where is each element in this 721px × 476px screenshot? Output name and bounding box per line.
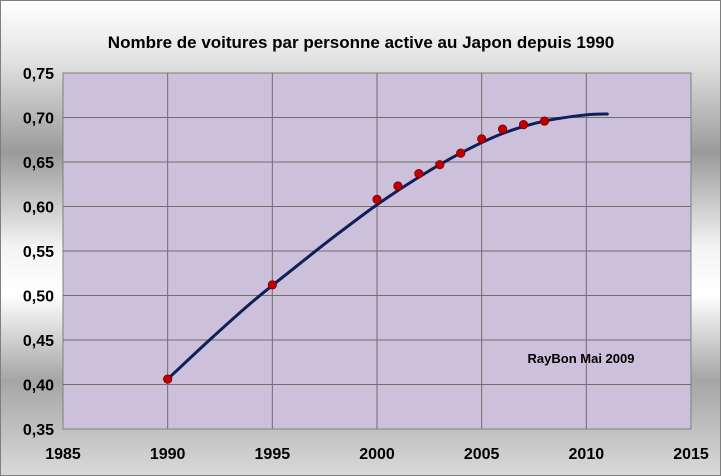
data-point	[539, 116, 550, 126]
x-tick-label: 1995	[255, 446, 291, 463]
data-point	[477, 134, 487, 144]
x-tick-label: 1985	[45, 446, 81, 463]
y-axis-ticks: 0,35 0,40 0,45 0,50 0,55 0,60 0,65 0,70 0,75	[23, 66, 54, 439]
data-point	[267, 280, 277, 290]
data-point	[497, 124, 508, 134]
data-point	[518, 120, 529, 130]
chart-title: Nombre de voitures par personne active a…	[108, 33, 614, 52]
y-tick-label: 0,45	[23, 333, 54, 350]
x-tick-label: 2005	[464, 446, 500, 463]
y-tick-label: 0,75	[23, 66, 54, 83]
y-tick-label: 0,55	[23, 244, 54, 261]
x-tick-label: 2000	[359, 446, 395, 463]
y-tick-label: 0,60	[23, 200, 54, 217]
data-points	[163, 116, 550, 384]
x-tick-label: 2010	[569, 446, 605, 463]
x-tick-label: 2015	[673, 446, 709, 463]
y-tick-label: 0,50	[23, 289, 54, 306]
y-tick-label: 0,35	[23, 422, 54, 439]
y-tick-label: 0,70	[23, 111, 54, 128]
y-tick-label: 0,65	[23, 155, 54, 172]
data-point	[435, 160, 445, 170]
data-point	[372, 194, 382, 204]
x-axis-ticks: 1985 1990 1995 2000 2005 2010 2015	[45, 446, 709, 463]
data-point	[456, 148, 466, 158]
data-point	[393, 181, 403, 191]
data-point	[163, 374, 173, 384]
y-tick-label: 0,40	[23, 378, 54, 395]
chart-annotation: RayBon Mai 2009	[528, 351, 635, 366]
x-tick-label: 1990	[150, 446, 186, 463]
data-point	[414, 168, 424, 179]
